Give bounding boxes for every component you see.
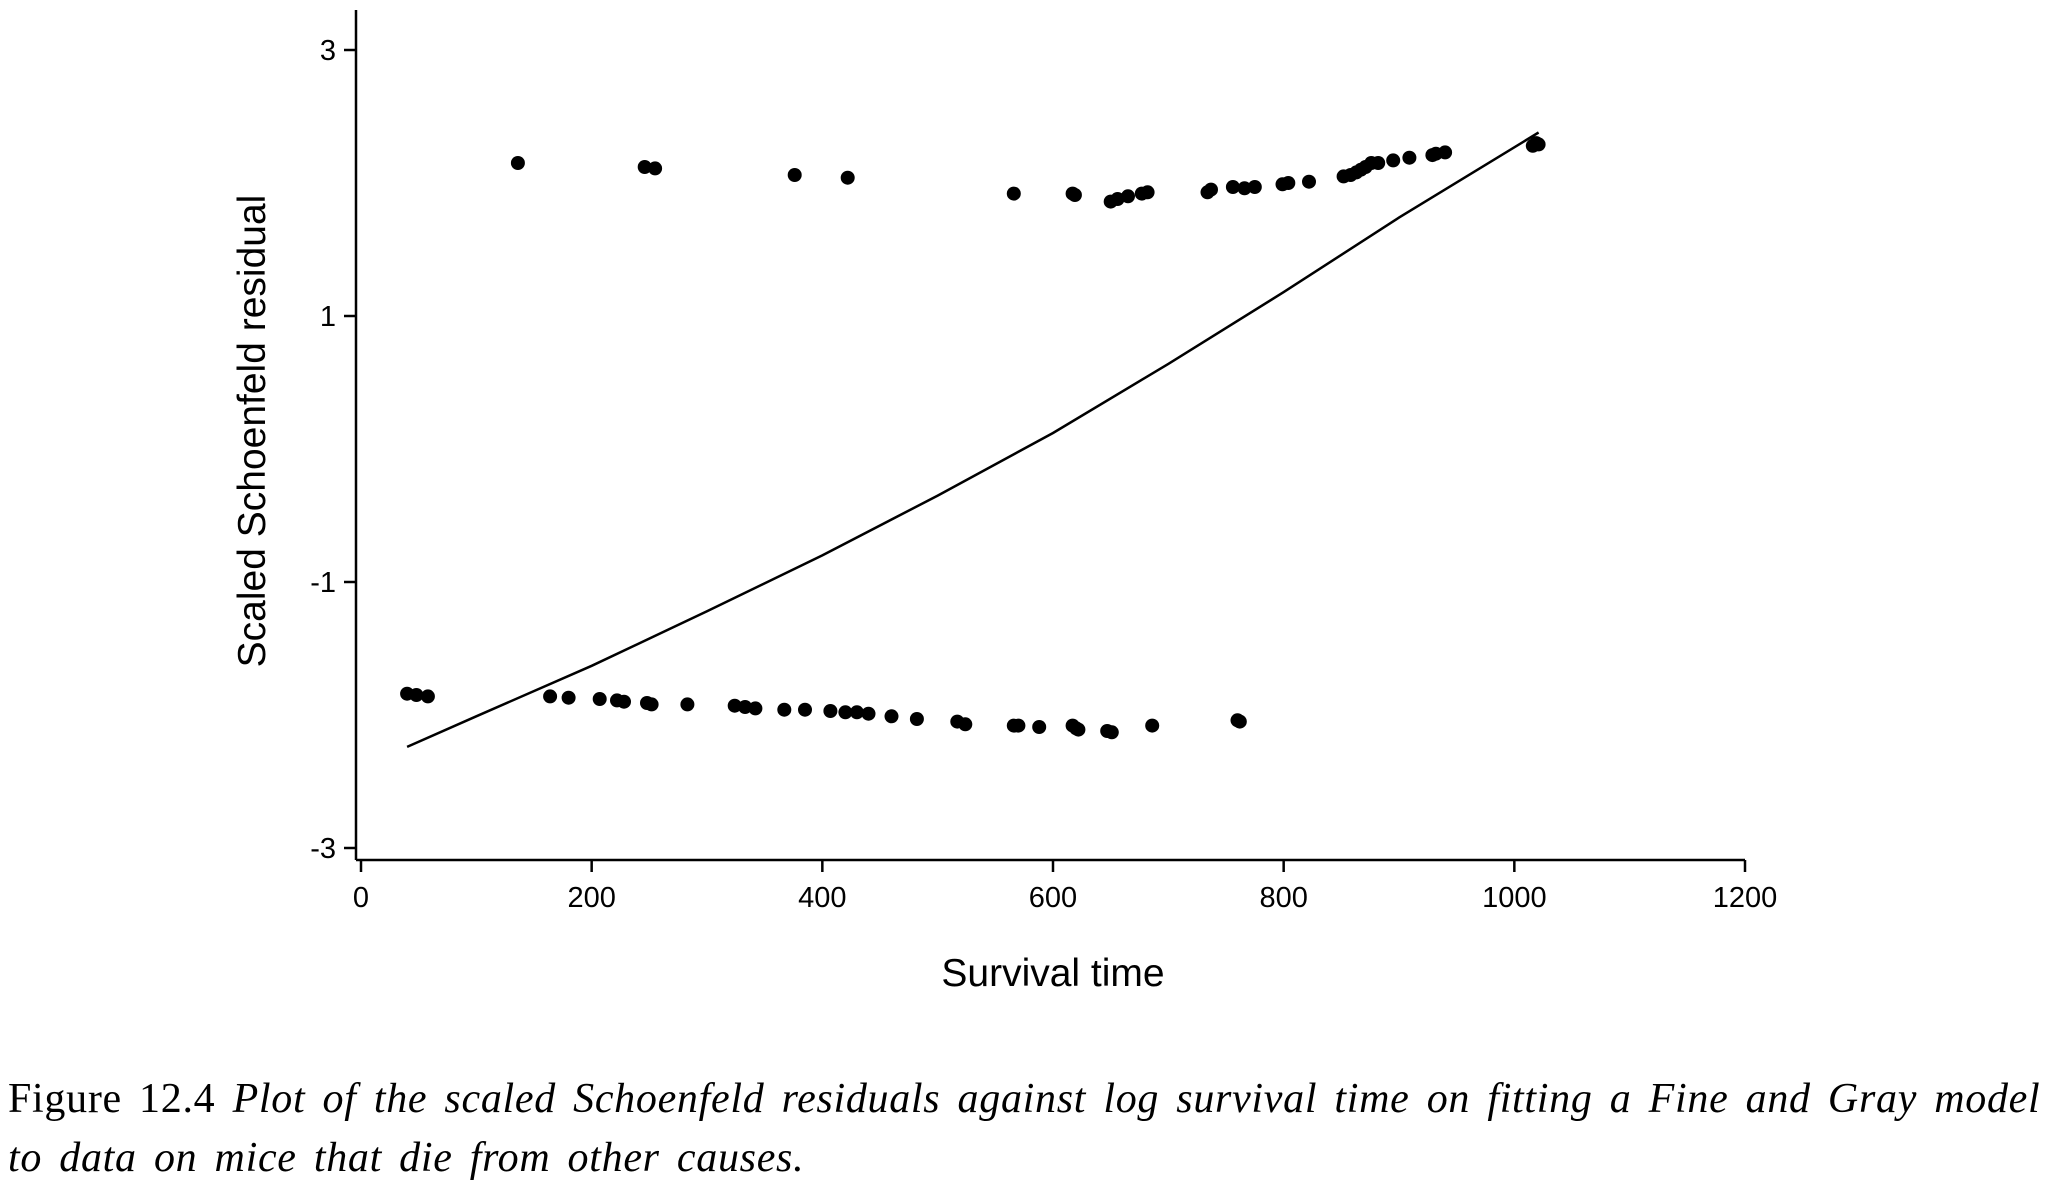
data-point [840,170,855,185]
data-points [400,136,1546,740]
data-point [1531,137,1546,152]
data-point [1237,181,1252,196]
data-point [592,692,607,706]
x-tick-label: 0 [353,882,369,914]
data-point [958,717,973,732]
data-point [1145,718,1160,733]
data-point [1402,150,1417,165]
data-point [1302,174,1316,189]
data-point [1121,189,1135,204]
data-point [1371,156,1386,170]
fit-line [406,131,1540,749]
data-point [1386,153,1401,168]
y-tick-label: 1 [320,301,336,333]
data-point [644,697,659,712]
x-tick-label: 800 [1259,882,1307,914]
data-point [861,706,876,721]
data-point [1071,722,1086,737]
y-tick-label: 3 [320,35,336,67]
data-point [787,168,802,182]
x-tick-label: 400 [798,882,846,914]
y-axis-title: Scaled Schoenfeld residual [231,195,274,668]
fit-curve-group [406,131,1540,749]
data-point [884,709,899,724]
data-point [510,156,525,170]
axes: -3 -1 1 3 0 200 400 600 800 1000 1200 Survival time… [231,10,1777,995]
data-point [823,704,838,718]
data-point [561,690,576,705]
scatter-chart: -3 -1 1 3 0 200 400 600 800 1000 1200 Survival time… [231,10,1777,995]
data-point [1011,718,1026,733]
y-tick-label: -3 [310,833,336,865]
data-point [1032,720,1047,734]
data-point [617,694,631,709]
data-point [1225,180,1240,194]
y-tick-label: -1 [310,567,336,599]
data-point [777,702,792,717]
data-point [409,688,424,702]
data-point [798,702,812,717]
data-point [1140,185,1155,200]
data-point [727,698,742,713]
x-tick-label: 1200 [1713,882,1778,914]
data-point [838,705,853,720]
data-point [420,689,435,704]
data-point [1104,725,1119,740]
x-tick-label: 200 [567,882,615,914]
x-tick-label: 1000 [1482,882,1547,914]
data-point [748,701,763,716]
data-point [849,705,864,720]
data-point [1204,182,1218,197]
data-point [648,161,663,176]
data-point [1247,180,1262,194]
data-point [1006,186,1021,201]
caption-label: Figure 12.4 [8,1076,216,1122]
data-point [909,712,924,726]
data-point [1281,176,1296,190]
data-point [637,160,652,174]
data-point [1232,714,1247,729]
figure-caption: Figure 12.4 Plot of the scaled Schoenfel… [8,1070,2058,1188]
caption-text: Plot of the scaled Schoenfeld residuals … [8,1076,2041,1181]
data-point [680,697,695,712]
x-axis-title: Survival time [941,952,1164,995]
data-point [1067,188,1082,202]
data-point [543,689,558,704]
data-point [1438,145,1453,160]
x-tick-label: 600 [1029,882,1077,914]
data-point [738,700,753,714]
